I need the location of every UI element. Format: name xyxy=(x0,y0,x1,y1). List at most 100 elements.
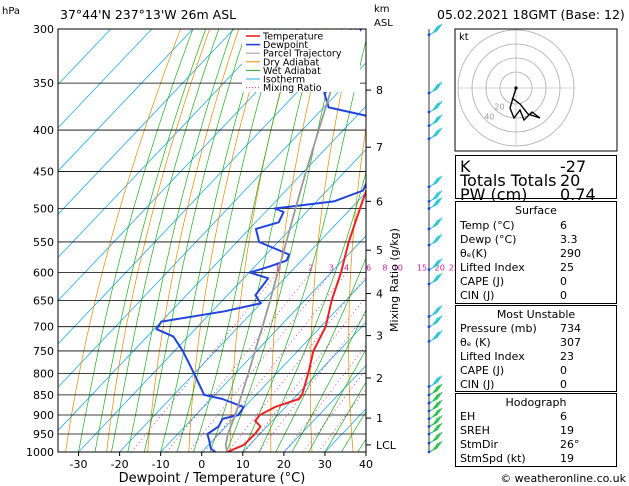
wind-barb xyxy=(427,272,443,286)
mixing-ratio-line xyxy=(227,275,366,452)
x-axis-title: Dewpoint / Temperature (°C) xyxy=(119,471,306,486)
most-unstable-title: Most Unstable xyxy=(496,308,576,321)
surface-row: CIN (J) 0 xyxy=(460,289,567,302)
isotherm-line xyxy=(58,29,153,129)
surface-box: Surface Temp (°C) 6 Dewp (°C) 3.3 θₑ(K) 290… xyxy=(455,201,617,304)
wind-barb xyxy=(427,127,443,141)
isotherm-line xyxy=(58,29,276,259)
x-tick-label: 40 xyxy=(359,458,373,471)
hodograph-row: SREH 19 xyxy=(460,424,574,437)
x-tick-label: 20 xyxy=(277,458,291,471)
pressure-tick-label: 700 xyxy=(33,321,54,334)
km-tick-label: LCL xyxy=(376,439,397,452)
wet-adiabat-line xyxy=(308,348,366,452)
hodograph-ring-label: 40 xyxy=(484,113,494,122)
wind-barb xyxy=(427,81,443,95)
km-tick-label: 6 xyxy=(376,195,383,208)
copyright-text: © weatheronline.co.uk xyxy=(500,472,626,485)
km-tick-label: 5 xyxy=(376,244,383,257)
legend-label: Isotherm xyxy=(263,75,305,86)
wind-barb xyxy=(427,175,443,189)
hodograph-storm-point xyxy=(514,86,518,90)
index-row-pw: PW (cm) 0.74 xyxy=(460,185,596,204)
plot-frame xyxy=(57,28,367,453)
x-tick-label: 0 xyxy=(198,458,205,471)
wind-barb xyxy=(427,375,443,388)
pressure-tick-label: 400 xyxy=(33,124,54,137)
legend-label: Mixing Ratio xyxy=(263,83,322,94)
isotherm-line xyxy=(201,278,366,452)
pressure-tick-label: 600 xyxy=(33,267,54,280)
isotherm-line xyxy=(58,29,358,345)
pressure-tick-label: 1000 xyxy=(26,446,54,459)
wind-barb xyxy=(427,258,443,271)
pressure-tick-label: 900 xyxy=(33,409,54,422)
pressure-tick-label: 550 xyxy=(33,236,54,249)
wind-barb xyxy=(427,190,443,203)
axes: 3003504004505005506006507007508008509009… xyxy=(26,23,397,471)
wind-barb xyxy=(427,233,443,247)
isotherm-line xyxy=(58,29,112,86)
x-tick-label: 10 xyxy=(236,458,250,471)
wet-adiabat-line xyxy=(324,381,366,452)
location-title: 37°44'N 237°13'W 26m ASL xyxy=(60,7,236,22)
wind-barb xyxy=(427,415,443,428)
wet-adiabat-line xyxy=(111,29,220,452)
mixing-ratio-line xyxy=(203,272,347,452)
surface-row: θₑ(K) 290 xyxy=(460,247,581,260)
isotherm-line xyxy=(119,192,366,452)
pressure-tick-label: 800 xyxy=(33,368,54,381)
km-tick-label: 1 xyxy=(376,412,383,425)
km-tick-label: 2 xyxy=(376,372,383,385)
most-unstable-row: Lifted Index 23 xyxy=(460,350,574,363)
wet-adiabat-line xyxy=(94,29,207,452)
wet-adiabat-line xyxy=(291,309,366,452)
mixing-ratio-label: 15 xyxy=(417,264,427,273)
mixing-ratio-label: 25 xyxy=(449,264,459,273)
wind-barb xyxy=(427,114,443,128)
pressure-tick-label: 300 xyxy=(33,23,54,36)
wind-barb xyxy=(427,407,443,421)
dry-adiabat-line xyxy=(65,29,181,452)
mixing-ratio-label: 6 xyxy=(366,264,371,273)
isotherm-line xyxy=(58,29,194,172)
most-unstable-row: θₑ (K) 307 xyxy=(460,336,581,349)
datetime-title: 05.02.2021 18GMT (Base: 12) xyxy=(437,7,625,22)
mixing-ratio-line xyxy=(317,388,366,452)
most-unstable-row: Pressure (mb) 734 xyxy=(460,322,581,335)
temperature-line xyxy=(226,188,366,452)
asl-label: ASL xyxy=(374,18,393,29)
pressure-tick-label: 850 xyxy=(33,389,54,402)
wind-profile xyxy=(427,23,443,454)
dewpoint-line xyxy=(155,29,366,452)
wind-barb xyxy=(427,431,443,445)
isotherm-line xyxy=(242,321,366,452)
surface-row: Temp (°C) 6 xyxy=(460,219,567,232)
isotherm-line xyxy=(283,364,366,452)
surface-title: Surface xyxy=(515,204,557,217)
isotherm-line xyxy=(160,235,366,452)
km-tick-label: 3 xyxy=(376,330,383,343)
most-unstable-row: CIN (J) 0 xyxy=(460,378,567,391)
wind-barb xyxy=(427,422,443,436)
indices-box: K -27 Totals Totals 20 PW (cm) 0.74 xyxy=(455,155,617,204)
profile-lines xyxy=(155,29,366,452)
mixing-ratio-line xyxy=(302,368,366,452)
wind-barb xyxy=(427,383,443,397)
pressure-tick-label: 750 xyxy=(33,345,54,358)
legend-background xyxy=(242,30,360,92)
isotherm-line xyxy=(58,29,317,302)
hodograph-row: StmSpd (kt) 19 xyxy=(460,452,574,465)
hodograph-unit-label: kt xyxy=(459,32,469,43)
hodograph-table: Hodograph EH 6 SREH 19 StmDir 26° StmSpd (k… xyxy=(455,393,617,467)
isotherm-line xyxy=(58,62,366,388)
wind-barb xyxy=(427,217,443,231)
wind-barb xyxy=(427,305,443,318)
mixing-ratio-label: 2 xyxy=(308,264,313,273)
parcel-trajectory-line xyxy=(224,29,352,452)
isotherm-line xyxy=(78,148,366,452)
mixing-ratio-line xyxy=(131,272,278,452)
hodograph-row: EH 6 xyxy=(460,410,567,423)
legend-label: Temperature xyxy=(262,32,323,43)
isotherm-line xyxy=(58,29,235,215)
